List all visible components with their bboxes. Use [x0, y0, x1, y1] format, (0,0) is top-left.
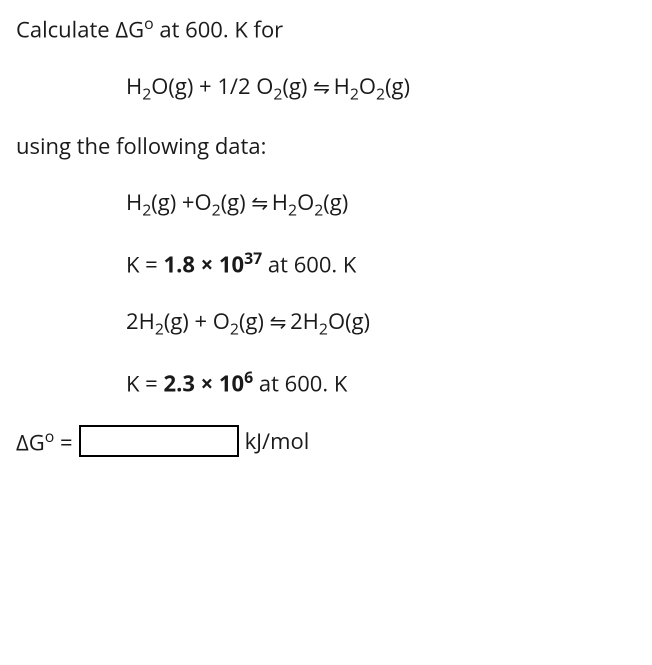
answer-row: ΔGo = kJ/mol: [16, 425, 636, 458]
k-exponent: 37: [244, 247, 262, 269]
intro-suffix: at 600. K for: [154, 14, 284, 44]
eq-sub: 2: [319, 318, 328, 340]
eq-text: 2H: [126, 306, 155, 336]
equilibrium-arrow-icon: ⇋: [270, 308, 285, 335]
eq-sub: 2: [230, 318, 239, 340]
eq-text: (g): [282, 71, 313, 101]
answer-label: ΔGo =: [16, 425, 73, 458]
eq-text: H: [126, 71, 142, 101]
equilibrium-arrow-icon: ⇋: [313, 73, 328, 100]
eq-text: (g): [385, 71, 410, 101]
k-prefix: K =: [126, 249, 163, 279]
k-exponent: 6: [244, 366, 253, 388]
answer-label-prefix: ΔG: [16, 427, 45, 457]
k1-line: K = 1.8 × 1037 at 600. K: [126, 247, 636, 280]
eq-text: H: [126, 187, 142, 217]
reaction-2: 2H2(g) + O2(g) ⇋ 2H2O(g): [126, 306, 636, 340]
problem-intro: Calculate ΔGo at 600. K for: [16, 12, 636, 45]
eq-text: H: [328, 71, 350, 101]
eq-text: (g): [221, 187, 252, 217]
k2-line: K = 2.3 × 106 at 600. K: [126, 366, 636, 399]
intro-sup: o: [144, 12, 154, 34]
eq-text: 2H: [284, 306, 319, 336]
reaction-1: H2(g) +O2(g) ⇋ H2O2(g): [126, 187, 636, 221]
equilibrium-arrow-icon: ⇋: [251, 189, 266, 216]
answer-unit: kJ/mol: [245, 426, 310, 457]
k-mantissa: 2.3 × 10: [163, 368, 244, 398]
eq-text: (g) +O: [151, 187, 211, 217]
eq-text: O: [359, 71, 376, 101]
eq-text: O(g) + 1/2 O: [151, 71, 273, 101]
using-line: using the following data:: [16, 131, 636, 162]
eq-sub: 2: [142, 83, 151, 105]
eq-text: (g) + O: [164, 306, 230, 336]
eq-sub: 2: [212, 199, 221, 221]
eq-text: (g): [323, 187, 348, 217]
delta-g-input[interactable]: [79, 425, 239, 457]
eq-sub: 2: [376, 83, 385, 105]
intro-prefix: Calculate ΔG: [16, 14, 144, 44]
eq-sub: 2: [142, 199, 151, 221]
answer-label-sup: o: [45, 425, 55, 447]
k-prefix: K =: [126, 368, 163, 398]
eq-text: O: [297, 187, 314, 217]
eq-sub: 2: [350, 83, 359, 105]
k-suffix: at 600. K: [262, 249, 356, 279]
eq-sub: 2: [288, 199, 297, 221]
k-suffix: at 600. K: [253, 368, 347, 398]
eq-sub: 2: [155, 318, 164, 340]
eq-text: O(g): [328, 306, 370, 336]
answer-label-eq: =: [54, 427, 72, 457]
target-equation: H2O(g) + 1/2 O2(g) ⇋ H2O2(g): [126, 71, 636, 105]
eq-text: H: [266, 187, 288, 217]
k-mantissa: 1.8 × 10: [163, 249, 244, 279]
eq-sub: 2: [314, 199, 323, 221]
eq-text: (g): [239, 306, 270, 336]
